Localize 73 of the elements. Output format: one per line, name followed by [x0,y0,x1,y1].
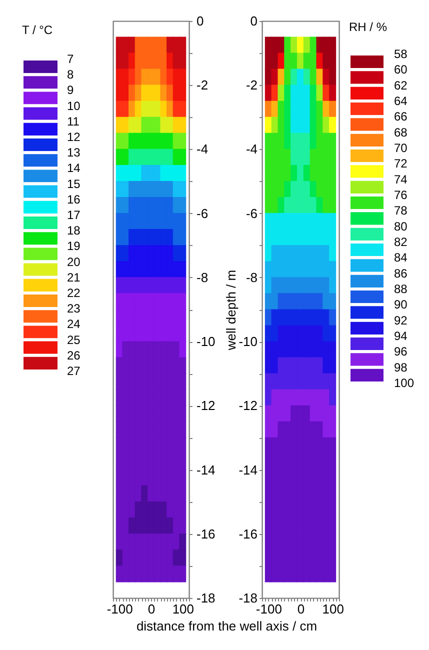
y-tick-label: -16 [238,526,258,542]
y-tick-label: -14 [238,462,258,478]
color-bar-label: 58 [394,47,408,61]
y-tick-label: -2 [196,78,208,93]
x-tick-label: -100 [106,602,133,616]
color-bar-label: 7 [67,52,74,66]
color-bar-label: 80 [394,219,408,234]
y-tick-label: -12 [196,398,216,414]
color-bar-label: 100 [394,376,414,390]
y-tick-label: -2 [246,78,258,93]
color-bar-label: 70 [394,141,408,155]
color-bar-title: T / °C [22,23,53,37]
y-tick-label: -18 [196,590,216,606]
y-axis-title: well depth / m [223,270,238,352]
color-bar-label: 84 [394,250,408,265]
y-tick-label: -18 [238,590,258,606]
color-bar-label: 86 [394,266,408,280]
color-bar-label: 64 [394,94,408,108]
color-bar-label: 62 [394,78,408,92]
color-bar-label: 21 [67,270,81,284]
color-bar-label: 24 [67,317,81,332]
color-bar-label: 12 [67,130,81,144]
color-bar-label: 19 [67,239,81,254]
y-tick-label: 0 [196,14,204,28]
color-bar-label: 90 [394,298,408,312]
color-bar-label: 92 [394,313,408,328]
color-bar-label: 78 [394,204,408,218]
y-tick-label: -12 [238,398,258,414]
x-tick-label: 0 [297,602,305,616]
y-tick-label: -10 [238,334,258,350]
color-bar-label: 94 [394,329,408,343]
color-bar-label: 8 [67,68,74,82]
x-tick-label: -100 [256,602,282,616]
color-bar-label: 74 [394,172,408,186]
color-bar-label: 76 [394,188,408,202]
color-bar-label: 13 [67,146,81,160]
color-bar-label: 23 [67,302,81,316]
color-bar-label: 88 [394,282,408,296]
x-axis-title: distance from the well axis / cm [136,618,318,634]
color-bar-label: 16 [67,192,81,206]
color-bar-label: 60 [394,62,408,77]
color-bar-label: 96 [394,344,408,359]
y-tick-label: -4 [196,142,208,157]
y-tick-label: -8 [196,270,208,285]
color-bar-label: 66 [394,110,408,124]
color-bar-label: 17 [67,208,81,222]
color-bar-label: 26 [67,348,81,362]
color-bar-label: 68 [394,125,408,140]
color-bar-label: 72 [394,156,408,171]
x-tick-label: 100 [172,602,194,616]
color-bar-label: 11 [67,114,80,128]
x-tick-label: 0 [148,602,156,616]
y-tick-label: -14 [196,462,216,478]
color-bar-title: RH / % [349,20,388,34]
y-tick-label: -16 [196,526,216,542]
color-bar-label: 18 [67,224,81,238]
color-bar-label: 27 [67,364,81,378]
color-bar-label: 98 [394,360,408,374]
color-bar-label: 14 [67,161,81,176]
y-tick-label: -10 [196,334,216,350]
x-tick-label: 100 [322,602,344,616]
y-tick-label: -4 [246,142,258,157]
color-bar-label: 10 [67,98,81,113]
color-bar-label: 25 [67,332,81,347]
y-tick-label: -8 [246,270,258,285]
y-tick-label: 0 [250,14,258,28]
color-bar-label: 15 [67,176,81,191]
color-bar-label: 82 [394,235,408,249]
color-bar-label: 22 [67,286,81,300]
y-tick-label: -6 [196,206,208,221]
color-bar-label: 20 [67,254,81,269]
y-tick-label: -6 [246,206,258,221]
color-bar-label: 9 [67,83,74,98]
